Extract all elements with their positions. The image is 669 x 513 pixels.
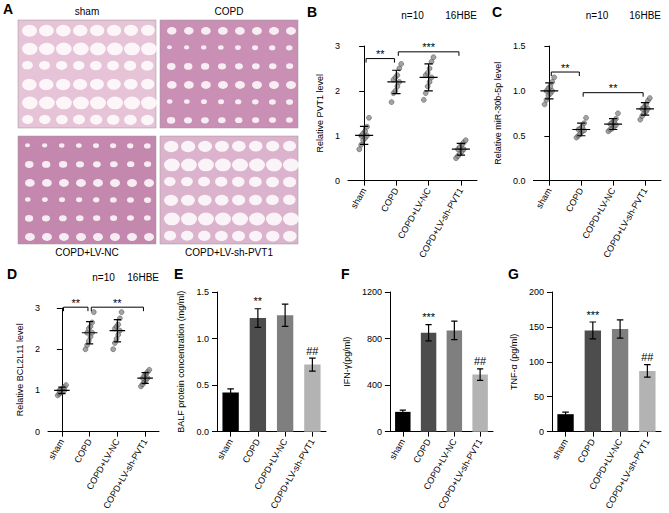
svg-text:sham: sham <box>534 186 554 210</box>
svg-text:##: ## <box>306 345 319 357</box>
svg-text:COPD: COPD <box>576 437 598 465</box>
svg-text:**: ** <box>113 297 122 309</box>
svg-text:BALF protein concentration (mg: BALF protein concentration (mg/ml) <box>176 291 186 433</box>
svg-text:COPD+LV-NC: COPD+LV-NC <box>55 247 118 258</box>
svg-text:n=10: n=10 <box>586 10 609 21</box>
svg-text:1200: 1200 <box>362 287 382 297</box>
svg-text:0: 0 <box>335 176 340 186</box>
svg-text:**: ** <box>561 62 570 74</box>
svg-text:**: ** <box>71 297 80 309</box>
svg-text:IFN-γ(pg/ml): IFN-γ(pg/ml) <box>342 337 352 387</box>
svg-text:COPD+LV-sh-PVT1: COPD+LV-sh-PVT1 <box>185 247 273 258</box>
svg-text:sham: sham <box>349 186 369 210</box>
svg-text:COPD+LV-NC: COPD+LV-NC <box>421 437 459 492</box>
svg-text:Relative PVT1 level: Relative PVT1 level <box>315 74 325 153</box>
svg-text:***: *** <box>586 309 600 321</box>
svg-text:3: 3 <box>335 41 340 51</box>
svg-text:COPD+LV-NC: COPD+LV-NC <box>580 186 617 241</box>
svg-text:C: C <box>492 4 502 20</box>
svg-text:n=10: n=10 <box>401 10 424 21</box>
svg-text:A: A <box>3 1 13 17</box>
svg-text:1: 1 <box>35 385 40 395</box>
svg-text:1.0: 1.0 <box>513 86 526 96</box>
svg-text:D: D <box>7 266 17 282</box>
svg-text:100: 100 <box>529 357 544 367</box>
svg-text:COPD+LV-NC: COPD+LV-NC <box>396 186 433 241</box>
svg-text:COPD: COPD <box>564 186 586 214</box>
svg-text:16HBE: 16HBE <box>629 10 661 21</box>
svg-text:COPD+LV-sh-PVT1: COPD+LV-sh-PVT1 <box>269 437 317 510</box>
svg-text:B: B <box>307 4 317 20</box>
svg-text:COPD+LV-sh-PVT1: COPD+LV-sh-PVT1 <box>436 437 484 510</box>
svg-text:COPD+LV-sh-PVT1: COPD+LV-sh-PVT1 <box>101 437 149 510</box>
svg-text:3: 3 <box>35 303 40 313</box>
svg-text:**: ** <box>376 48 385 60</box>
svg-text:sham: sham <box>75 6 99 17</box>
svg-text:***: *** <box>422 311 436 323</box>
svg-text:COPD+LV-sh-PVT1: COPD+LV-sh-PVT1 <box>417 186 465 259</box>
svg-text:sham: sham <box>387 437 407 461</box>
svg-text:2: 2 <box>35 344 40 354</box>
svg-text:COPD: COPD <box>411 437 433 465</box>
svg-text:150: 150 <box>529 322 544 332</box>
svg-text:0.0: 0.0 <box>513 176 526 186</box>
svg-text:1: 1 <box>335 131 340 141</box>
svg-text:COPD+LV-NC: COPD+LV-NC <box>587 437 625 492</box>
svg-text:0.5: 0.5 <box>196 380 209 390</box>
svg-text:**: ** <box>254 295 263 307</box>
svg-text:50: 50 <box>534 392 544 402</box>
svg-text:COPD+LV-sh-PVT1: COPD+LV-sh-PVT1 <box>604 437 652 510</box>
svg-text:0: 0 <box>35 427 40 437</box>
svg-text:1.5: 1.5 <box>196 287 209 297</box>
svg-text:n=10: n=10 <box>92 272 115 283</box>
svg-text:1.5: 1.5 <box>513 41 526 51</box>
svg-text:800: 800 <box>367 334 382 344</box>
svg-text:0: 0 <box>377 427 382 437</box>
svg-text:0: 0 <box>539 427 544 437</box>
svg-text:2: 2 <box>335 86 340 96</box>
svg-text:F: F <box>341 266 350 282</box>
svg-text:COPD: COPD <box>241 437 263 465</box>
svg-text:**: ** <box>609 82 618 94</box>
svg-text:E: E <box>174 266 183 282</box>
svg-text:COPD: COPD <box>72 437 94 465</box>
svg-text:sham: sham <box>550 437 570 461</box>
svg-text:##: ## <box>641 351 654 363</box>
svg-text:COPD+LV-NC: COPD+LV-NC <box>84 437 122 492</box>
svg-text:16HBE: 16HBE <box>445 10 477 21</box>
svg-text:Relative BCL2L11 level: Relative BCL2L11 level <box>15 323 25 416</box>
svg-text:COPD+LV-NC: COPD+LV-NC <box>252 437 290 492</box>
svg-text:Relative miR-30b-5p level: Relative miR-30b-5p level <box>493 62 503 165</box>
svg-text:TNF-α (pg/ml): TNF-α (pg/ml) <box>509 334 519 390</box>
svg-text:0.5: 0.5 <box>513 131 526 141</box>
svg-text:0.0: 0.0 <box>196 427 209 437</box>
svg-text:sham: sham <box>215 437 235 461</box>
svg-text:16HBE: 16HBE <box>127 272 159 283</box>
svg-text:sham: sham <box>47 437 67 461</box>
svg-text:COPD: COPD <box>379 186 401 214</box>
svg-text:***: *** <box>422 41 436 53</box>
svg-text:COPD+LV-sh-PVT1: COPD+LV-sh-PVT1 <box>601 186 649 259</box>
svg-text:COPD: COPD <box>215 6 244 17</box>
svg-text:G: G <box>508 266 519 282</box>
svg-text:400: 400 <box>367 380 382 390</box>
svg-text:1.0: 1.0 <box>196 334 209 344</box>
svg-text:##: ## <box>474 355 487 367</box>
svg-text:200: 200 <box>529 287 544 297</box>
